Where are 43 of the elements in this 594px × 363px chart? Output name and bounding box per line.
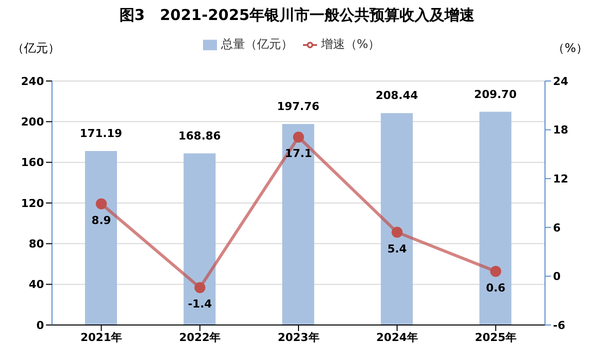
data-label: 171.19 (80, 126, 122, 140)
data-label: 8.9 (92, 214, 112, 227)
x-tick-label: 2021年 (80, 330, 122, 344)
bar (85, 150, 117, 325)
y2-axis-title: （%） (552, 40, 588, 57)
data-label: 5.4 (387, 242, 408, 256)
y2-tick-label: 0 (553, 270, 561, 284)
y2-tick-label: 18 (553, 124, 568, 137)
y-tick-label: 160 (21, 156, 44, 170)
y-tick-label: 120 (21, 196, 44, 210)
x-tick-label: 2022年 (179, 330, 221, 344)
bar (380, 113, 413, 325)
data-label: 168.86 (178, 129, 222, 142)
y-axis-title: （亿元） (12, 40, 60, 57)
x-tick-label: 2023年 (278, 330, 320, 344)
y-tick-label: 200 (21, 116, 44, 129)
y2-tick-label: -6 (553, 318, 566, 332)
chart-title: 图3 2021-2025年银川市一般公共预算收入及增速 (118, 6, 476, 25)
legend-label: 总量（亿元） (220, 37, 293, 51)
data-label: 197.76 (276, 100, 320, 113)
y-tick-label: 0 (36, 318, 44, 332)
bar (479, 112, 512, 325)
legend-label: 增速（%） (320, 37, 380, 51)
bar (282, 124, 314, 325)
y-tick-label: 80 (28, 238, 44, 251)
y-tick-label: 240 (21, 74, 44, 88)
y2-tick-label: 12 (553, 172, 568, 186)
point (96, 198, 107, 210)
point (293, 132, 304, 143)
point (194, 282, 206, 294)
data-label: 17.1 (284, 147, 312, 160)
data-label: 209.70 (474, 88, 517, 101)
x-tick-label: 2025年 (474, 330, 517, 344)
y2-tick-label: 24 (553, 74, 569, 88)
y2-tick-label: 6 (553, 221, 561, 234)
point (490, 266, 502, 277)
bar (184, 153, 216, 325)
point (392, 226, 403, 238)
y-tick-label: 40 (28, 278, 44, 292)
data-label: 208.44 (376, 89, 418, 102)
data-label: -1.4 (188, 298, 212, 311)
x-tick-label: 2024年 (376, 330, 418, 344)
data-label: 0.6 (486, 281, 506, 294)
